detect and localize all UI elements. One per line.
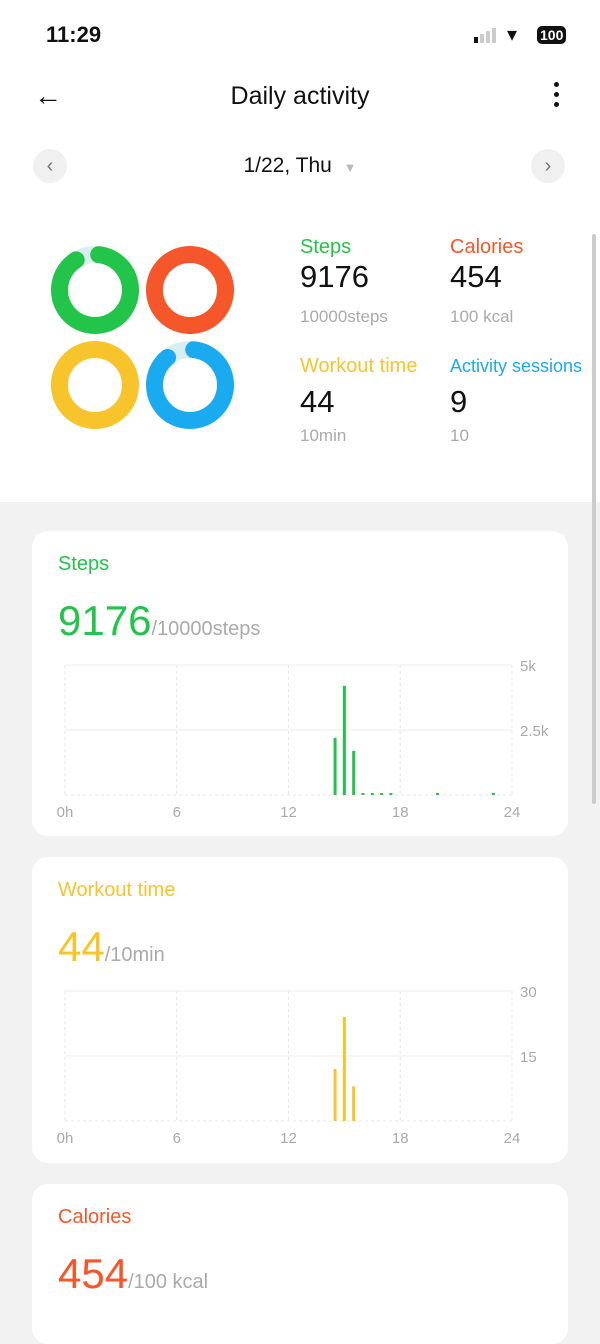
bar [370,793,374,795]
workout-chart: 15 30 0h 6 12 18 24 [57,984,537,1147]
more-options-button[interactable] [548,82,564,107]
caret-down-icon: ▼ [343,160,357,175]
x-tick-label: 6 [173,1130,181,1147]
summary-steps[interactable]: Steps 9176 10000steps [300,236,388,327]
bar [352,750,356,795]
battery-indicator: 100 [537,26,567,44]
workout-value: 44 [300,384,335,419]
bar [380,793,384,795]
card-goal: /10min [104,944,165,966]
steps-goal: 10000steps [300,307,388,326]
steps-card[interactable]: Steps 9176/10000steps 2.5k 5k 0h 6 12 18 24 [32,531,568,836]
calories-value: 454 [450,259,502,294]
bar [333,737,337,795]
page-title: Daily activity [230,82,370,110]
bar [342,685,346,795]
card-goal: /10000steps [151,618,261,640]
previous-day-button[interactable]: ‹ [33,149,67,183]
workout-ring [51,341,139,429]
card-value: 9176/10000steps [58,597,260,645]
steps-chart: 2.5k 5k 0h 6 12 18 24 [57,658,549,821]
x-tick-label: 0h [57,804,74,821]
summary-workout[interactable]: Workout time 44 10min [300,355,417,446]
sessions-ring [146,341,234,429]
workout-card[interactable]: Workout time 44/10min 15 30 0h 6 12 18 24 [32,857,568,1163]
workout-label: Workout time [300,355,418,377]
card-title: Calories [58,1206,132,1228]
calories-goal: 100 kcal [450,307,514,326]
y-tick-label: 30 [520,984,537,1001]
date-selector[interactable]: 1/22, Thu ▼ [0,154,600,178]
sessions-label: Activity sessions [450,356,583,376]
sessions-value: 9 [450,384,468,419]
workout-goal: 10min [300,426,347,445]
card-goal: /100 kcal [128,1271,209,1293]
x-tick-label: 12 [280,1130,297,1147]
card-value-number: 44 [58,923,105,970]
x-tick-label: 6 [173,804,181,821]
back-button[interactable]: ← [34,80,62,111]
bar [333,1069,337,1121]
y-tick-label: 5k [520,658,536,675]
status-time: 11:29 [46,22,102,47]
y-tick-label: 15 [520,1049,537,1066]
x-tick-label: 24 [504,804,521,821]
card-title: Workout time [58,879,176,901]
card-title: Steps [58,553,110,575]
calories-card[interactable]: Calories 454/100 kcal [32,1184,568,1344]
bar [342,1017,346,1121]
bar [389,793,393,795]
bar [352,1086,356,1121]
summary-sessions[interactable]: Activity sessions 9 10 [450,356,582,446]
x-tick-label: 0h [57,1130,74,1147]
card-value: 44/10min [58,923,165,971]
wifi-icon: ▾ [507,24,518,46]
card-value: 454/100 kcal [58,1250,208,1298]
bar [361,793,365,795]
card-value-number: 9176 [58,597,152,644]
y-tick-label: 2.5k [520,723,549,740]
signal-icon [474,28,496,43]
bar [491,793,495,795]
summary-calories[interactable]: Calories 454 100 kcal [450,236,523,327]
x-tick-label: 18 [392,1130,409,1147]
sessions-goal: 10 [450,426,469,445]
card-value-number: 454 [58,1250,129,1297]
activity-rings [51,246,234,429]
steps-value: 9176 [300,259,369,294]
calories-label: Calories [450,236,524,258]
next-day-button[interactable]: › [531,149,565,183]
scrollbar[interactable] [592,234,596,804]
calories-ring [146,246,234,334]
steps-ring [51,246,139,334]
date-label: 1/22, Thu [243,154,332,177]
steps-label: Steps [300,236,352,258]
x-tick-label: 24 [504,1130,521,1147]
x-tick-label: 18 [392,804,409,821]
x-tick-label: 12 [280,804,297,821]
bar [436,793,439,795]
